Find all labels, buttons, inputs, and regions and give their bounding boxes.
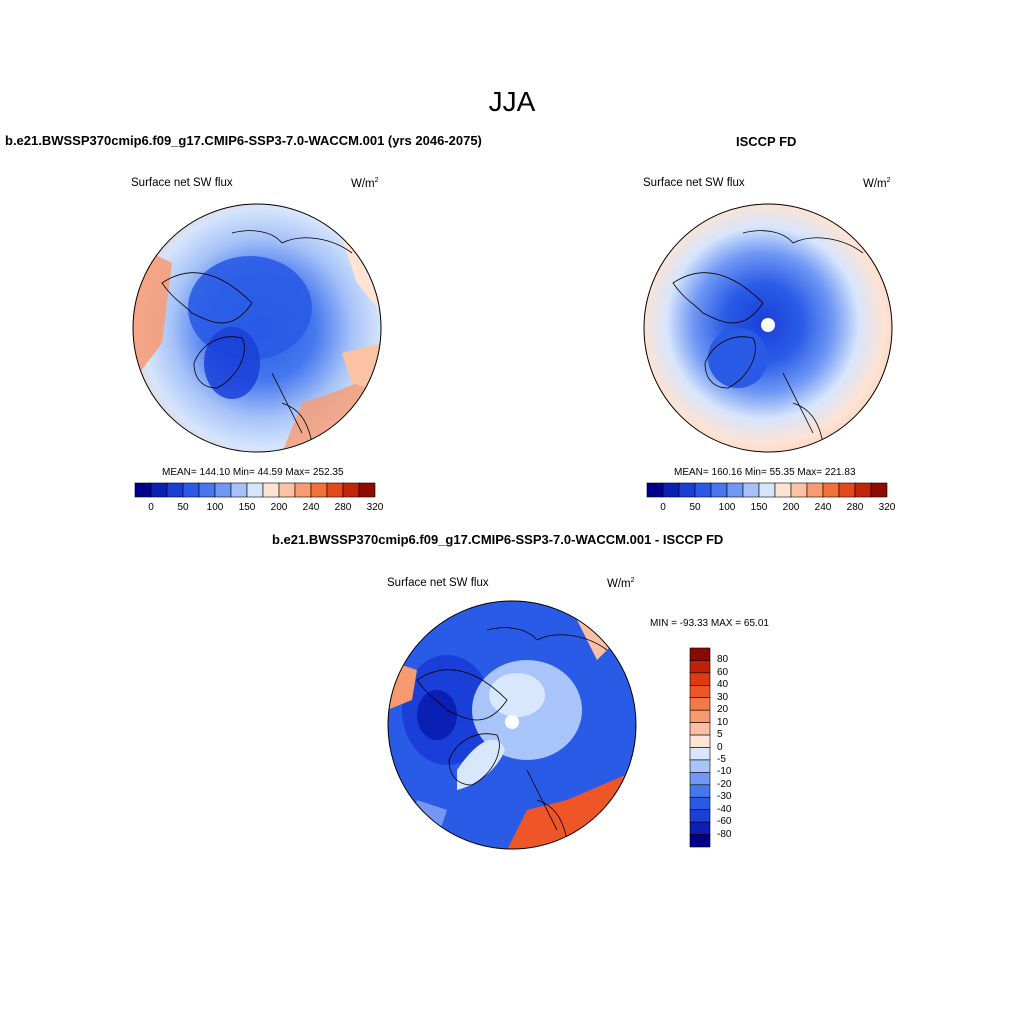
colorbar-swatch [689,821,711,835]
panel3-units: W/m2 [607,577,635,590]
colorbar-swatch [758,482,776,498]
colorbar-swatch [689,672,711,686]
colorbar-swatch [134,482,152,498]
panel1-colorbar-labels: 0 50 100 150 200 240 280 320 [135,502,383,516]
colorbar-swatch [246,482,264,498]
colorbar-tick-label: 280 [846,502,864,513]
colorbar-swatch [689,697,711,711]
colorbar-swatch [689,784,711,798]
colorbar-tick-label: 50 [689,502,701,513]
colorbar-swatch [689,834,711,848]
colorbar-swatch [806,482,824,498]
colorbar-tick-label: 320 [878,502,896,513]
colorbar-swatch [774,482,792,498]
colorbar-tick-label: -80 [717,828,732,840]
colorbar-swatch [326,482,344,498]
panel1-title: b.e21.BWSSP370cmip6.f09_g17.CMIP6-SSP3-7… [5,133,482,148]
panel1-polar-map [132,203,382,453]
panel1-units: W/m2 [351,177,379,190]
colorbar-swatch [710,482,728,498]
colorbar-tick-label: 200 [782,502,800,513]
panel3-title: b.e21.BWSSP370cmip6.f09_g17.CMIP6-SSP3-7… [272,532,724,547]
colorbar-swatch [790,482,808,498]
colorbar-swatch [310,482,328,498]
colorbar-swatch [854,482,872,498]
panel3-stats: MIN = -93.33 MAX = 65.01 [650,618,769,629]
colorbar-swatch [278,482,296,498]
colorbar-swatch [689,759,711,773]
colorbar-tick-label: 5 [717,729,723,741]
colorbar-tick-label: 0 [148,502,154,513]
colorbar-tick-label: 10 [717,716,729,728]
colorbar-tick-label: -40 [717,803,732,815]
colorbar-tick-label: -10 [717,766,732,778]
colorbar-swatch [689,796,711,810]
panel2-units: W/m2 [863,177,891,190]
panel2-colorbar-labels: 0 50 100 150 200 240 280 320 [647,502,895,516]
colorbar-swatch [689,809,711,823]
colorbar-swatch [689,722,711,736]
colorbar-swatch [646,482,664,498]
colorbar-tick-label: 40 [717,679,729,691]
colorbar-tick-label: 80 [717,654,729,666]
colorbar-tick-label: 50 [177,502,189,513]
colorbar-tick-label: 60 [717,666,729,678]
panel1-var-name: Surface net SW flux [131,177,233,189]
colorbar-swatch [198,482,216,498]
season-title: JJA [488,86,536,117]
panel2-var-name: Surface net SW flux [643,177,745,189]
colorbar-tick-label: 100 [718,502,736,513]
colorbar-swatch [726,482,744,498]
colorbar-tick-label: 150 [238,502,256,513]
colorbar-swatch [678,482,696,498]
colorbar-swatch [822,482,840,498]
colorbar-tick-label: 240 [814,502,832,513]
panel3-colorbar-labels: 80 60 40 30 20 10 5 0 -5 -10 -20 -30 -40 -60 -80 [717,648,757,847]
colorbar-tick-label: 200 [270,502,288,513]
colorbar-swatch [662,482,680,498]
colorbar-tick-label: 30 [717,691,729,703]
colorbar-tick-label: -60 [717,816,732,828]
colorbar-swatch [166,482,184,498]
panel2-stats: MEAN= 160.16 Min= 55.35 Max= 221.83 [674,467,856,478]
panel2-polar-map [643,203,893,453]
colorbar-swatch [182,482,200,498]
colorbar-swatch [689,772,711,786]
colorbar-swatch [214,482,232,498]
colorbar-swatch [689,734,711,748]
colorbar-tick-label: 280 [334,502,352,513]
colorbar-swatch [342,482,360,498]
colorbar-swatch [230,482,248,498]
panel2-title: ISCCP FD [736,134,797,149]
colorbar-swatch [294,482,312,498]
panel1-colorbar [134,482,376,498]
colorbar-swatch [870,482,888,498]
colorbar-swatch [689,709,711,723]
colorbar-tick-label: -20 [717,778,732,790]
colorbar-tick-label: -30 [717,791,732,803]
colorbar-swatch [689,660,711,674]
colorbar-tick-label: 100 [206,502,224,513]
colorbar-swatch [358,482,376,498]
panel3-difference-map [387,600,637,850]
colorbar-swatch [689,685,711,699]
panel1-stats: MEAN= 144.10 Min= 44.59 Max= 252.35 [162,467,344,478]
colorbar-swatch [262,482,280,498]
colorbar-tick-label: 20 [717,704,729,716]
colorbar-swatch [742,482,760,498]
colorbar-tick-label: 320 [366,502,384,513]
colorbar-tick-label: 0 [660,502,666,513]
panel3-colorbar [689,647,711,848]
colorbar-tick-label: -5 [717,753,726,765]
colorbar-swatch [694,482,712,498]
colorbar-tick-label: 0 [717,741,723,753]
colorbar-swatch [689,747,711,761]
colorbar-swatch [150,482,168,498]
panel2-colorbar [646,482,888,498]
colorbar-swatch [689,647,711,661]
colorbar-tick-label: 240 [302,502,320,513]
colorbar-swatch [838,482,856,498]
colorbar-tick-label: 150 [750,502,768,513]
panel3-var-name: Surface net SW flux [387,577,489,589]
